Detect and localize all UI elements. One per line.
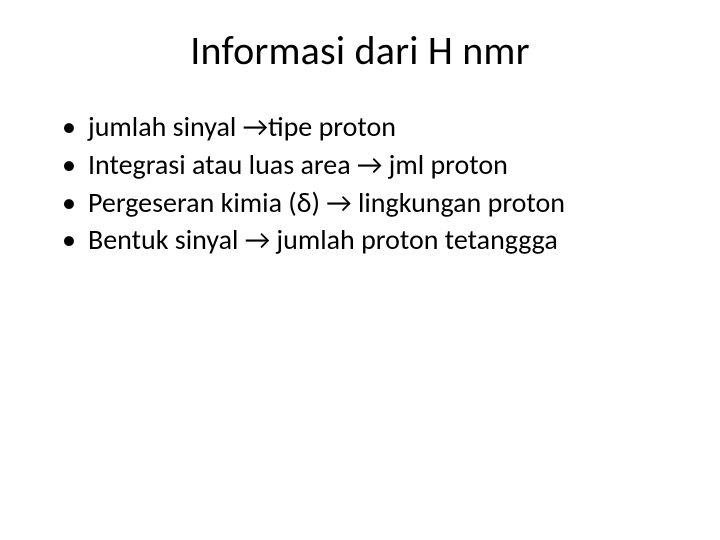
slide: Informasi dari H nmr jumlah sinyal →tipe…	[0, 0, 720, 540]
slide-title: Informasi dari H nmr	[0, 26, 720, 75]
bullet-list: jumlah sinyal →tipe proton Integrasi ata…	[0, 109, 720, 258]
list-item: jumlah sinyal →tipe proton	[88, 109, 720, 145]
list-item: Integrasi atau luas area → jml proton	[88, 147, 720, 183]
list-item: Pergeseran kimia (δ) → lingkungan proton	[88, 185, 720, 221]
list-item: Bentuk sinyal → jumlah proton tetanggga	[88, 222, 720, 258]
